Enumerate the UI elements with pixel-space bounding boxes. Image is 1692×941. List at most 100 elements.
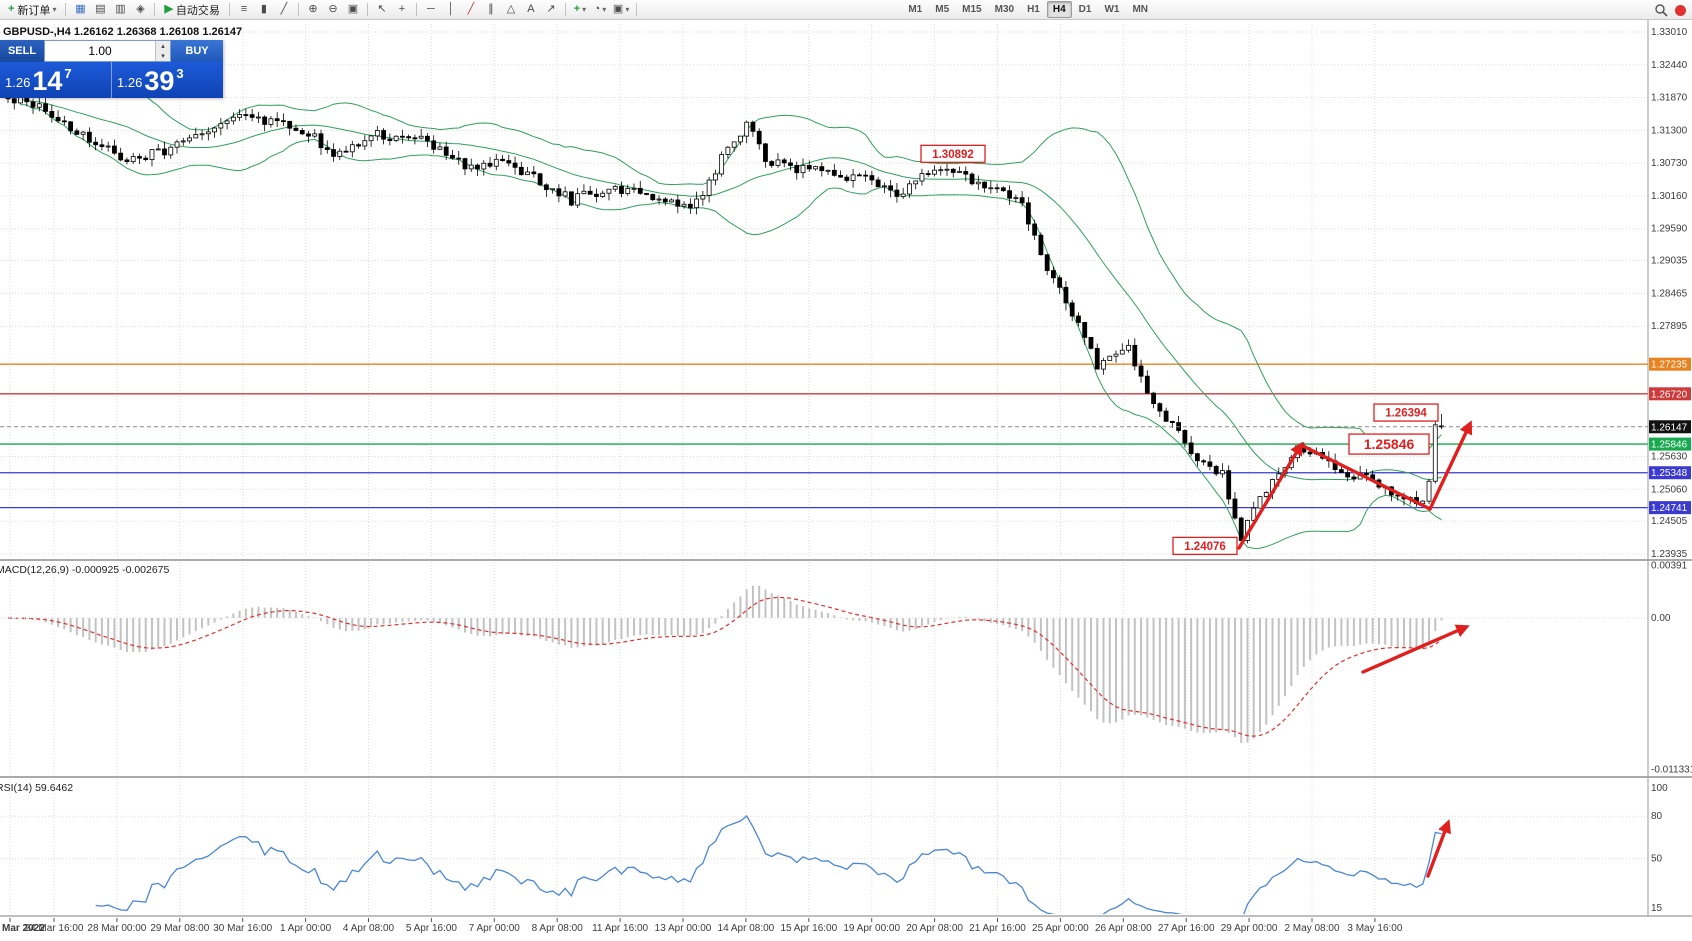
- timeframe-m15[interactable]: M15: [962, 4, 982, 15]
- channel-icon: ∥: [488, 3, 494, 15]
- arrows-tool-icon: ↗: [546, 3, 556, 15]
- shapes-tool-button[interactable]: △: [502, 2, 520, 18]
- line-chart-icon: ╱: [280, 3, 288, 15]
- trendline-tool-button[interactable]: ╱: [462, 2, 480, 18]
- timeframe-m1[interactable]: M1: [908, 4, 923, 15]
- toolbar-separator: [636, 3, 638, 16]
- time-axis-label: 20 Apr 08:00: [906, 923, 963, 934]
- market-watch-icon: ▥: [115, 3, 126, 15]
- crosshair-icon: +: [398, 3, 406, 15]
- volume-down-button[interactable]: ▾: [156, 51, 170, 61]
- line-chart-button[interactable]: ╱: [275, 2, 293, 18]
- time-axis-label: 27 Apr 16:00: [1158, 923, 1215, 934]
- new-order-label: 新订单: [17, 4, 51, 17]
- toolbar-separator: [366, 3, 368, 16]
- trend-arrow[interactable]: [1299, 443, 1432, 511]
- profiles-button[interactable]: ▤: [91, 2, 109, 18]
- horizontal-line-tool-button[interactable]: ─: [422, 2, 440, 18]
- toolbar-separator: [564, 3, 566, 16]
- vertical-line-tool-button[interactable]: │: [442, 2, 460, 18]
- volume-input[interactable]: [45, 41, 155, 61]
- toolbar-separator: [297, 3, 299, 16]
- sell-button[interactable]: SELL: [0, 40, 44, 62]
- macd-axis-label: 0.00: [1651, 613, 1671, 624]
- price-annotation-text: 1.24076: [1184, 541, 1226, 553]
- bollinger-band-line: [20, 99, 1442, 481]
- cursor-button[interactable]: ↖: [373, 2, 391, 18]
- buy-price-big: 39: [144, 66, 175, 97]
- timeframe-mn[interactable]: MN: [1132, 4, 1149, 15]
- time-axis-label: 8 Apr 08:00: [532, 923, 584, 934]
- hline-price-tag: [1649, 357, 1691, 371]
- bar-chart-button[interactable]: ≡: [235, 2, 253, 18]
- arrows-tool-button[interactable]: ↗: [542, 2, 560, 18]
- current-price-tag: [1649, 420, 1691, 434]
- auto-trading-icon: ▶: [164, 3, 173, 15]
- zoom-out-icon: ⊖: [328, 3, 338, 15]
- notification-badge[interactable]: [1675, 4, 1686, 16]
- price-axis-label: 1.25060: [1651, 484, 1688, 495]
- price-annotation-box[interactable]: [1373, 403, 1439, 422]
- new-order-button[interactable]: + 新订单 ▾: [4, 2, 60, 18]
- price-annotation-text: 1.26394: [1385, 408, 1427, 420]
- trendline-icon: ╱: [467, 3, 475, 15]
- chart-area: Mar 2022 24 Mar 16:00 28 Mar 00:00 29 Mar 0…: [0, 20, 1692, 936]
- rsi-axis-label: 80: [1651, 811, 1663, 822]
- time-axis-label: 1 Apr 00:00: [280, 923, 332, 934]
- navigator-icon: ◈: [136, 3, 145, 15]
- one-click-trading-panel: SELL ▴ ▾ BUY 1.26 14 7 1.26 39 3: [0, 40, 223, 98]
- buy-button[interactable]: BUY: [171, 40, 223, 62]
- price-axis-label: 1.30730: [1651, 158, 1688, 169]
- new-order-icon: +: [8, 3, 15, 15]
- bar-chart-icon: ≡: [240, 3, 248, 15]
- timeframe-buttons: M1 M5 M15 M30 H1 H4 D1 W1 MN: [902, 1, 1154, 18]
- buy-price-display[interactable]: 1.26 39 3: [112, 62, 223, 98]
- clock-icon: ◔: [593, 3, 601, 15]
- timeframe-d1[interactable]: D1: [1078, 4, 1092, 15]
- price-axis-label: 1.28465: [1651, 288, 1688, 299]
- timeframe-h1[interactable]: H1: [1027, 4, 1040, 15]
- text-tool-button[interactable]: A: [522, 2, 540, 18]
- time-axis-label: 13 Apr 00:00: [655, 923, 712, 934]
- periods-menu-button[interactable]: ◔ ▾: [591, 2, 609, 18]
- timeframe-m30[interactable]: M30: [994, 4, 1015, 15]
- text-tool-icon: A: [527, 3, 535, 15]
- trend-arrow[interactable]: [1428, 420, 1473, 511]
- trend-arrow[interactable]: [1237, 441, 1304, 550]
- timeframe-h4[interactable]: H4: [1046, 1, 1072, 18]
- crosshair-button[interactable]: +: [393, 2, 411, 18]
- candle-chart-button[interactable]: ▮: [255, 2, 273, 18]
- svg-text:1.26720: 1.26720: [1651, 389, 1688, 400]
- search-icon[interactable]: [1654, 3, 1668, 17]
- auto-trading-button[interactable]: ▶ 自动交易: [160, 2, 223, 18]
- toolbar-separator: [154, 3, 156, 16]
- buy-price-base: 1.26: [117, 75, 143, 90]
- zoom-in-button[interactable]: ⊕: [304, 2, 322, 18]
- svg-text:1.27235: 1.27235: [1651, 360, 1688, 371]
- toolbar-separator: [65, 3, 67, 16]
- templates-button[interactable]: ▣ ▾: [611, 2, 631, 18]
- price-axis-label: 1.29035: [1651, 256, 1688, 267]
- svg-text:1.25348: 1.25348: [1651, 468, 1688, 479]
- price-annotation-box[interactable]: [1172, 536, 1238, 556]
- tile-windows-button[interactable]: ▣: [344, 2, 362, 18]
- time-axis-label: 26 Apr 08:00: [1095, 923, 1152, 934]
- navigator-button[interactable]: ◈: [131, 2, 149, 18]
- trend-arrow[interactable]: [1426, 819, 1452, 878]
- volume-up-button[interactable]: ▴: [156, 41, 170, 51]
- channel-tool-button[interactable]: ∥: [482, 2, 500, 18]
- price-annotation-box[interactable]: [1348, 433, 1430, 455]
- sell-price-display[interactable]: 1.26 14 7: [0, 62, 111, 98]
- price-annotation-box[interactable]: [920, 144, 986, 163]
- indicators-button[interactable]: + ▾: [571, 2, 589, 18]
- zoom-out-button[interactable]: ⊖: [324, 2, 342, 18]
- market-watch-button[interactable]: ▥: [111, 2, 129, 18]
- new-chart-button[interactable]: ▦: [71, 2, 89, 18]
- timeframe-w1[interactable]: W1: [1104, 4, 1120, 15]
- timeframe-m5[interactable]: M5: [935, 4, 950, 15]
- profiles-icon: ▤: [95, 3, 106, 15]
- trend-arrow[interactable]: [1361, 624, 1470, 674]
- bollinger-band-line: [20, 104, 1442, 549]
- time-axis-label: 3 May 16:00: [1347, 923, 1402, 934]
